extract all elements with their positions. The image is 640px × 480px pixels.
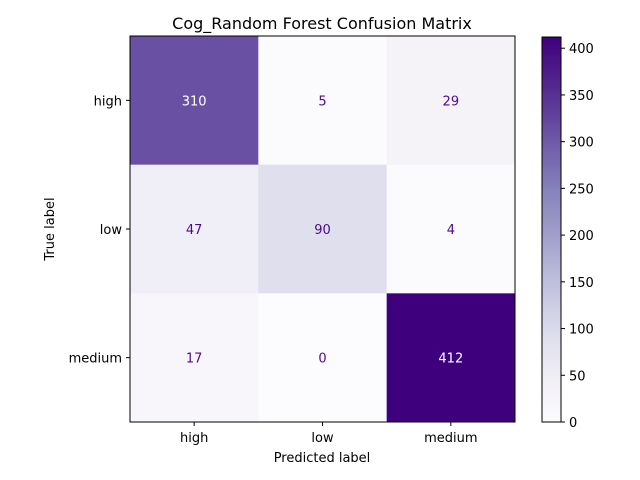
colorbar-tick-label: 250: [569, 182, 594, 197]
heatmap-cell: [386, 36, 516, 166]
cell-value-label: 5: [318, 94, 326, 109]
x-tick-label: low: [311, 431, 334, 446]
cell-value-label: 47: [186, 223, 203, 238]
heatmap-cell: [258, 164, 388, 294]
colorbar: [541, 36, 562, 423]
colorbar-tick-label: 100: [569, 323, 594, 338]
colorbar-tick-label: 350: [569, 89, 594, 104]
colorbar-tick-label: 0: [569, 416, 577, 431]
y-axis-label: True label: [43, 197, 58, 261]
heatmap-cell: [386, 293, 516, 423]
colorbar-tick-label: 200: [569, 229, 594, 244]
cell-value-label: 90: [314, 223, 331, 238]
chart-title: Cog_Random Forest Confusion Matrix: [172, 14, 472, 34]
y-axis-ticks: high low medium: [69, 94, 130, 367]
colorbar-tick-label: 300: [569, 136, 594, 151]
heatmap-cells: [130, 36, 516, 423]
heatmap-cell: [386, 164, 516, 294]
x-axis-label: Predicted label: [274, 451, 371, 466]
cell-value-label: 310: [182, 94, 207, 109]
heatmap-cell: [130, 164, 259, 294]
cell-value-label: 412: [438, 352, 463, 367]
y-tick-label: high: [94, 94, 122, 109]
colorbar-tick-label: 400: [569, 42, 594, 57]
colorbar-tick-label: 150: [569, 276, 594, 291]
y-tick-label: medium: [69, 352, 122, 367]
heatmap-cell: [130, 293, 259, 423]
colorbar-tick-label: 50: [569, 369, 586, 384]
x-tick-label: high: [180, 431, 208, 446]
heatmap-cell: [258, 36, 388, 166]
x-axis-ticks: high low medium: [180, 422, 478, 446]
colorbar-ticks: 0 50 100 150 200 250 300 350 400: [561, 42, 594, 431]
cell-value-label: 4: [447, 223, 455, 238]
heatmap-cell: [130, 36, 259, 166]
x-tick-label: medium: [424, 431, 477, 446]
cell-value-label: 17: [186, 352, 203, 367]
heatmap-cell-labels: 310 5 29 47 90 4 17 0 412: [182, 94, 463, 366]
cell-value-label: 29: [443, 94, 460, 109]
y-tick-label: low: [100, 223, 123, 238]
cell-value-label: 0: [318, 352, 326, 367]
heatmap-cell: [258, 293, 388, 423]
